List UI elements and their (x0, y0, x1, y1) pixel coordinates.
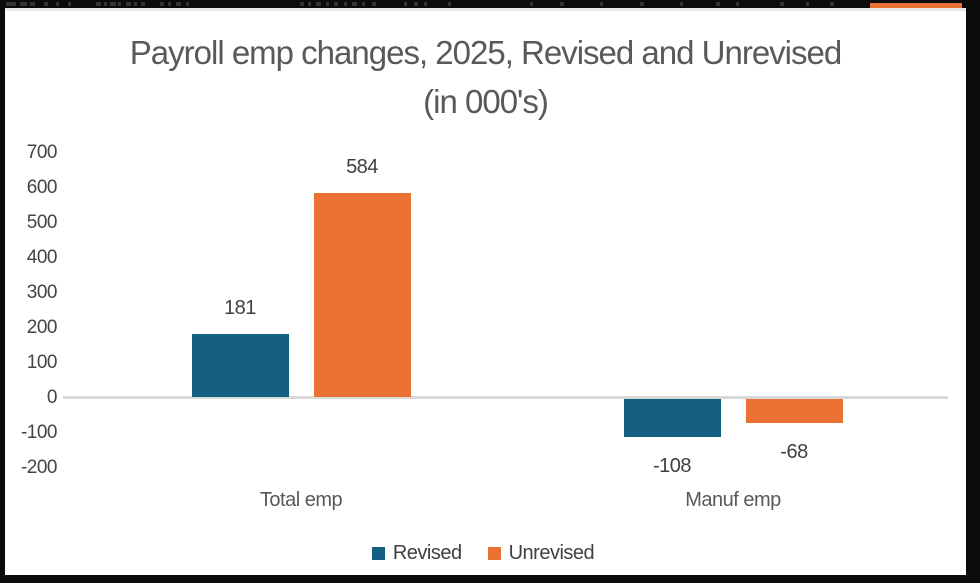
bar-value-label-revised-manuf-emp: -108 (652, 454, 692, 477)
cropped-text-fragment (680, 2, 683, 6)
cropped-text-fragment (6, 2, 16, 6)
top-divider-line (5, 8, 966, 11)
cropped-text-fragment (414, 2, 418, 6)
y-axis-tick--100: -100 (20, 422, 58, 443)
cropped-text-fragment (372, 2, 376, 6)
y-axis-tick-0: 0 (46, 387, 58, 408)
cropped-text-fragment (176, 2, 181, 6)
cropped-text-fragment (600, 2, 603, 6)
cropped-text-fragment (118, 2, 121, 6)
cropped-text-fragment (30, 2, 35, 6)
x-axis-category-label-manuf-emp: Manuf emp (685, 489, 781, 511)
cropped-text-fragment (126, 2, 131, 6)
chart-title-line1: Payroll emp changes, 2025, Revised and U… (129, 34, 842, 71)
legend-swatch-unrevised (487, 546, 501, 560)
bar-revised-manuf-emp (623, 399, 721, 437)
y-axis-tick-500: 500 (26, 212, 58, 233)
cropped-text-fragment (56, 2, 59, 6)
x-axis-line (63, 396, 948, 399)
legend-item-unrevised: Unrevised (487, 542, 595, 564)
cropped-text-fragment (44, 2, 48, 6)
cropped-text-fragment (68, 2, 71, 6)
cropped-text-fragment (560, 2, 564, 6)
cropped-text-fragment (806, 2, 809, 6)
legend-item-revised: Revised (371, 542, 462, 564)
cropped-text-fragment (104, 2, 107, 6)
legend-label-revised: Revised (392, 542, 462, 564)
bar-unrevised-total-emp (313, 192, 411, 397)
cropped-text-fragment (141, 2, 145, 6)
left-border-bar (0, 0, 5, 583)
cropped-text-fragment (334, 2, 338, 6)
bar-revised-total-emp (191, 333, 289, 397)
y-axis-tick-300: 300 (26, 282, 58, 303)
cropped-text-fragment (110, 2, 116, 6)
cropped-text-fragment (186, 2, 189, 6)
cropped-text-fragment (300, 2, 304, 6)
cropped-text-fragment (160, 2, 164, 6)
chart-legend: Revised Unrevised (0, 542, 966, 564)
y-axis-tick-700: 700 (26, 142, 58, 163)
cropped-text-fragment (780, 2, 784, 6)
cropped-text-fragment (448, 2, 451, 6)
cropped-text-fragment (736, 2, 739, 6)
bar-value-label-unrevised-manuf-emp: -68 (780, 440, 808, 463)
cropped-text-fragment (830, 2, 834, 6)
cropped-text-fragment (716, 2, 720, 6)
y-axis-tick-400: 400 (26, 247, 58, 268)
bar-value-label-revised-total-emp: 181 (224, 296, 256, 319)
cropped-text-fragment (352, 2, 357, 6)
y-axis-tick-200: 200 (26, 317, 58, 338)
cropped-text-fragment (362, 2, 365, 6)
bottom-border-bar (0, 575, 980, 583)
x-axis-category-label-total-emp: Total emp (259, 489, 343, 511)
legend-label-unrevised: Unrevised (508, 542, 595, 564)
right-border-bar (966, 0, 980, 583)
cropped-text-fragment (96, 2, 101, 6)
cropped-text-fragment (316, 2, 321, 6)
cropped-text-fragment (404, 2, 407, 6)
cropped-accent-bar-fragment (870, 3, 962, 8)
cropped-text-fragment (308, 2, 311, 6)
y-axis-tick-600: 600 (26, 177, 58, 198)
cropped-text-fragment (20, 2, 27, 6)
cropped-text-fragment (168, 2, 171, 6)
chart-title-line2: (in 000's) (423, 83, 549, 120)
cropped-text-fragment (134, 2, 137, 6)
cropped-text-fragment (530, 2, 533, 6)
legend-swatch-revised (371, 546, 385, 560)
cropped-text-fragment (326, 2, 329, 6)
bar-value-label-unrevised-total-emp: 584 (346, 155, 378, 178)
y-axis-tick--200: -200 (20, 457, 58, 478)
top-border-bar (0, 0, 980, 8)
bar-unrevised-manuf-emp (745, 399, 843, 423)
cropped-text-fragment (640, 2, 644, 6)
cropped-text-fragment (344, 2, 347, 6)
cropped-text-fragment (424, 2, 427, 6)
y-axis-tick-100: 100 (26, 352, 58, 373)
chart-title: Payroll emp changes, 2025, Revised and U… (45, 28, 926, 126)
